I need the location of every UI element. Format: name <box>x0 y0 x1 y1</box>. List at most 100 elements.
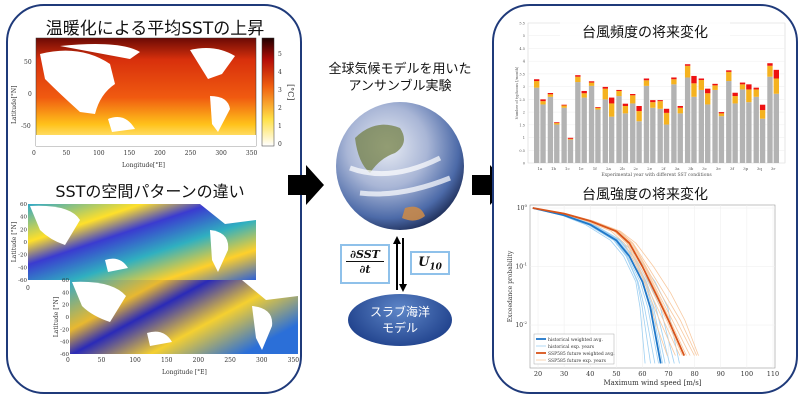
bar-segment-orange <box>561 105 567 108</box>
bar-segment-orange <box>684 65 691 78</box>
x-tick-label: 1f <box>593 166 598 171</box>
lat-label: Latitude [°N] <box>11 222 18 262</box>
bar-segment-red <box>691 75 697 84</box>
series-line <box>532 207 686 356</box>
y-tick-label: 4.5 <box>519 47 525 51</box>
lat-tick: -50 <box>21 123 31 130</box>
y-tick-label: 0 <box>523 162 525 166</box>
bar-segment-red <box>636 105 642 112</box>
sst-tendency-denominator: ∂t <box>359 263 371 276</box>
bar-segment-red <box>616 89 622 91</box>
legend-label: SSP585 future weighted avg. <box>548 351 615 357</box>
x-tick-label: 100 <box>741 370 753 378</box>
bar-segment-orange <box>663 112 670 125</box>
bar-segment-gray <box>602 99 608 163</box>
bar-segment-gray <box>554 124 560 163</box>
bar-segment-red <box>643 78 650 81</box>
sst-tendency-box: ∂SST ∂t <box>340 244 390 284</box>
bar-segment-orange <box>677 107 683 114</box>
lat-tick: 0 <box>66 315 70 321</box>
bar-segment-orange <box>705 93 711 105</box>
lat-tick: -60 <box>60 352 69 358</box>
bar-segment-red <box>739 82 746 85</box>
bar-segment-orange <box>643 80 650 86</box>
x-tick-label: 3q <box>757 166 763 171</box>
bar-segment-orange <box>540 101 546 105</box>
bar-segment-gray <box>608 116 615 163</box>
bar-segment-red <box>540 99 546 102</box>
bar-segment-orange <box>746 89 752 103</box>
lat-tick: -40 <box>60 340 69 346</box>
lon-tick: 50 <box>63 150 71 157</box>
continents <box>40 44 235 132</box>
exchange-arrows-icon <box>393 236 407 292</box>
bar-segment-orange <box>575 76 581 83</box>
ensemble-line <box>532 207 646 364</box>
x-tick-label: 2f <box>661 166 666 171</box>
bar-segment-orange <box>712 85 718 90</box>
lat-tick: -20 <box>18 253 27 259</box>
legend-label: historical weighted avg. <box>548 337 603 343</box>
x-axis-label: Maximum wind speed [m/s] <box>603 379 701 387</box>
lon-tick: 150 <box>161 357 173 364</box>
bar-segment-orange <box>691 83 697 97</box>
bar-segment-red <box>595 107 601 108</box>
lon-tick: 250 <box>185 150 197 157</box>
x-tick-label: 1e <box>579 166 585 171</box>
x-tick-label: 3e <box>716 166 722 171</box>
ensemble-title-line1: 全球気候モデルを用いた <box>328 62 472 77</box>
cb-tick: 5 <box>278 51 282 58</box>
y-tick-label: 5.5 <box>519 22 525 26</box>
bar-segment-gray <box>739 89 746 163</box>
x-tick-label: 1c <box>565 166 571 171</box>
bar-segment-red <box>630 94 636 96</box>
bar-segment-red <box>705 88 711 94</box>
bar-segment-red <box>698 78 705 81</box>
bar-segment-red <box>567 137 574 139</box>
x-tick-label: 90 <box>717 370 725 378</box>
bar-segment-orange <box>753 89 759 97</box>
bar-segment-gray <box>581 97 587 163</box>
bar-segment-orange <box>726 71 732 82</box>
y-tick-label: 3 <box>523 85 525 89</box>
x-tick-label: 2b <box>620 166 626 171</box>
x-tick-label: 3c <box>702 166 708 171</box>
bar-segment-gray <box>726 81 732 163</box>
right-arrow-icon <box>288 165 324 205</box>
bar-segment-orange <box>759 110 766 119</box>
legend <box>533 333 615 365</box>
lat-tick: 0 <box>28 91 32 98</box>
y-tick-label: 2 <box>523 111 525 115</box>
bar-segment-orange <box>581 93 587 98</box>
x-tick-label: 2e <box>647 166 653 171</box>
lon-label: Longitude[°E] <box>122 162 165 169</box>
x-tick-label: 3a <box>675 166 681 171</box>
lon-tick: 150 <box>124 150 136 157</box>
cb-tick: 1 <box>278 123 282 130</box>
bar-segment-red <box>622 103 629 106</box>
bar-segment-red <box>608 97 615 104</box>
bar-segment-red <box>650 100 656 103</box>
bar-segment-gray <box>540 104 546 163</box>
cb-tick: 4 <box>278 69 282 76</box>
x-tick-label: 60 <box>638 370 646 378</box>
bar-segment-red <box>575 75 581 77</box>
lon-tick: 300 <box>256 357 268 364</box>
x-tick-label: 110 <box>767 370 779 378</box>
bar-segment-red <box>663 108 670 113</box>
bar-segment-gray <box>671 84 677 163</box>
bar-segment-red <box>588 81 595 83</box>
bar-segment-gray <box>684 77 691 163</box>
lat-tick: -60 <box>18 278 27 284</box>
bar-segment-orange <box>657 101 663 109</box>
bar-segment-gray <box>534 87 540 163</box>
y-tick-label: 100 <box>517 203 528 212</box>
bar-segment-orange <box>767 65 773 77</box>
wind-box: U10 <box>410 251 450 275</box>
cb-unit: [°C] <box>286 84 295 100</box>
bar-segment-orange <box>698 80 705 90</box>
lat-tick: 60 <box>62 278 69 284</box>
slab-ocean-model: スラブ海洋 モデル <box>348 294 452 346</box>
bar-segment-orange <box>595 107 601 110</box>
bar-segment-gray <box>547 96 554 163</box>
